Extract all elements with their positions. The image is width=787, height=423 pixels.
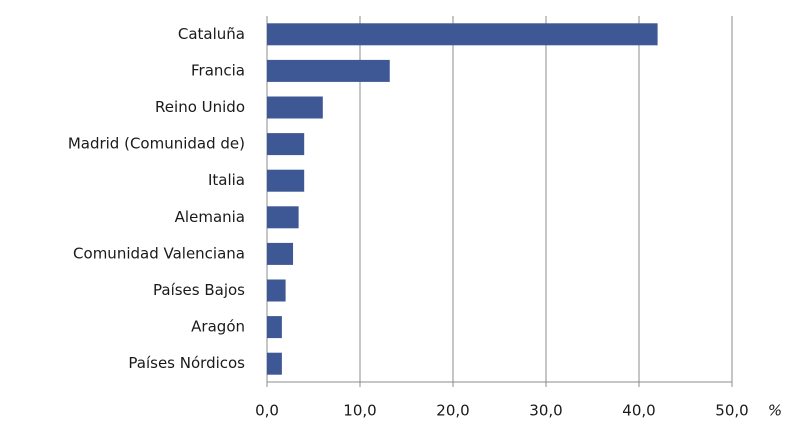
x-tick-label: 40,0 <box>622 402 655 420</box>
x-tick-label: 30,0 <box>529 402 562 420</box>
bar <box>267 169 305 192</box>
x-tick-label: 50,0 <box>715 402 748 420</box>
x-tick-label: 10,0 <box>343 402 376 420</box>
bar <box>267 316 282 339</box>
x-axis-label: % <box>768 402 782 420</box>
x-tick-label: 20,0 <box>436 402 469 420</box>
bar <box>267 23 658 46</box>
bar <box>267 96 323 119</box>
y-tick-label: Comunidad Valenciana <box>73 244 245 262</box>
y-tick-label: Italia <box>208 171 245 189</box>
bar <box>267 206 299 229</box>
y-tick-label: Países Nórdicos <box>128 354 245 372</box>
y-tick-label: Países Bajos <box>153 281 245 299</box>
y-tick-label: Reino Unido <box>155 98 245 116</box>
bar <box>267 133 305 156</box>
x-tick-label: 0,0 <box>255 402 279 420</box>
y-tick-label: Cataluña <box>178 25 245 43</box>
y-tick-label: Alemania <box>175 208 245 226</box>
y-tick-label: Aragón <box>191 318 245 336</box>
bar <box>267 242 294 265</box>
y-tick-label: Madrid (Comunidad de) <box>68 135 245 153</box>
bar <box>267 279 286 302</box>
y-tick-label: Francia <box>191 61 245 79</box>
bar <box>267 352 282 375</box>
bar <box>267 59 390 82</box>
